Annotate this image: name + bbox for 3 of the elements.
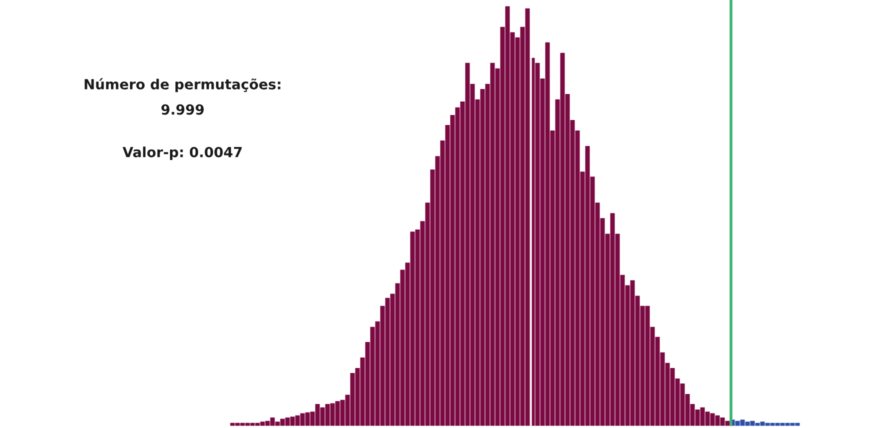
annotation: Valor-p: 0.0047 <box>122 146 242 160</box>
text: 9.999 <box>161 104 204 115</box>
annotation: Número de permutações: <box>84 78 280 92</box>
